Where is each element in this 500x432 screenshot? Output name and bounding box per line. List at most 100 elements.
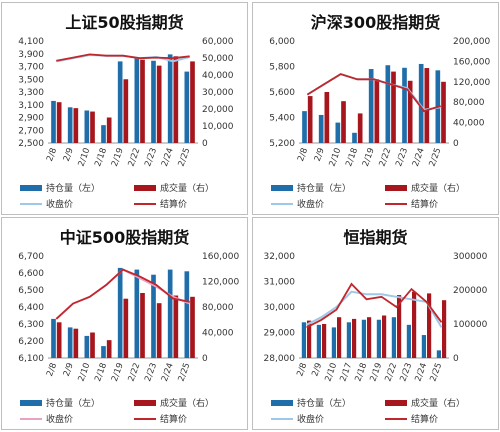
legend-swatch xyxy=(385,417,407,420)
left-tick-label: 30,000 xyxy=(264,303,296,313)
right-tick-label: 0 xyxy=(202,354,208,364)
bar-position xyxy=(368,69,374,143)
legend-swatch xyxy=(271,417,293,420)
bar-position xyxy=(331,327,336,358)
x-tick-label: 2/9 xyxy=(62,147,76,163)
bar-volume xyxy=(441,81,446,143)
bar-volume xyxy=(90,111,95,143)
bar-position xyxy=(101,346,106,358)
left-tick-label: 6,000 xyxy=(269,37,295,47)
line-settle xyxy=(56,53,190,62)
x-tick-label: 2/19 xyxy=(110,147,126,168)
right-tick-label: 20,000 xyxy=(202,105,234,115)
x-tick-label: 2/22 xyxy=(383,362,399,383)
line-settle xyxy=(55,268,190,320)
bar-position xyxy=(51,100,56,143)
x-tick-label: 2/10 xyxy=(328,147,344,168)
legend: 持仓量（左） 成交量（右） 收盘价 结算价 xyxy=(263,181,492,213)
x-tick-label: 2/23 xyxy=(143,147,159,168)
x-tick-label: 2/18 xyxy=(93,362,109,383)
legend-swatch xyxy=(20,184,42,191)
legend-label: 结算价 xyxy=(160,415,188,425)
legend-settle: 结算价 xyxy=(134,197,187,210)
bar-position xyxy=(67,107,73,143)
bar-position xyxy=(385,65,391,143)
chart-title: 中证500股指期货 xyxy=(59,228,190,247)
bar-position xyxy=(316,324,321,358)
bar-position xyxy=(84,110,90,143)
bar-position xyxy=(436,350,441,358)
bar-volume xyxy=(156,303,162,358)
legend-close: 收盘价 xyxy=(20,412,73,425)
bar-position xyxy=(302,111,307,143)
bar-volume xyxy=(324,92,330,143)
bar-volume xyxy=(391,71,396,143)
left-tick-label: 6,700 xyxy=(18,252,44,262)
left-tick-label: 6,500 xyxy=(18,286,44,296)
bar-position xyxy=(184,271,190,358)
bar-volume xyxy=(56,102,62,143)
bar-position xyxy=(167,54,173,144)
x-tick-label: 2/25 xyxy=(177,147,193,168)
left-tick-label: 3,300 xyxy=(18,88,44,98)
x-tick-label: 2/25 xyxy=(177,362,193,383)
x-tick-label: 2/17 xyxy=(338,362,354,383)
legend-volume: 成交量（右） xyxy=(134,396,214,409)
legend-swatch xyxy=(134,399,156,406)
x-tick-label: 2/19 xyxy=(361,147,377,168)
bar-volume xyxy=(73,328,79,358)
left-tick-label: 5,600 xyxy=(269,88,295,98)
x-tick-label: 2/24 xyxy=(160,147,176,168)
bar-position xyxy=(84,335,90,358)
bar-volume xyxy=(322,324,327,358)
legend: 持仓量（左） 成交量（右） 收盘价 结算价 xyxy=(12,396,241,428)
left-tick-label: 6,600 xyxy=(18,269,44,279)
right-tick-label: 30,000 xyxy=(202,88,234,98)
right-tick-label: 120,000 xyxy=(453,78,490,88)
x-tick-label: 2/8 xyxy=(296,147,310,163)
left-tick-label: 6,200 xyxy=(18,337,44,347)
bar-volume xyxy=(123,79,129,143)
left-tick-label: 3,900 xyxy=(18,50,44,60)
right-tick-label: 160,000 xyxy=(453,57,490,67)
bar-volume xyxy=(156,65,162,143)
bar-position xyxy=(402,67,407,143)
bar-volume xyxy=(407,80,413,143)
bar-volume xyxy=(412,291,417,358)
x-tick-label: 2/23 xyxy=(143,362,159,383)
x-tick-label: 2/8 xyxy=(45,147,59,163)
legend-swatch xyxy=(134,184,156,191)
chart-svg: 28,000 29,000 30,000 31,000 32,000 0 100000 200… xyxy=(264,252,488,383)
left-tick-label: 2,700 xyxy=(18,126,44,136)
x-tick-label: 2/18 xyxy=(93,147,109,168)
legend-position: 持仓量（左） xyxy=(271,396,351,409)
bar-volume xyxy=(190,296,195,358)
legend-label: 收盘价 xyxy=(297,415,325,425)
right-tick-label: 200,000 xyxy=(453,37,490,47)
chart-title: 上证50股指期货 xyxy=(65,13,184,32)
x-tick-label: 2/23 xyxy=(398,362,414,383)
x-tick-label: 2/22 xyxy=(127,362,143,383)
bar-volume xyxy=(190,61,195,143)
right-tick-label: 80,000 xyxy=(202,303,234,313)
x-tick-label: 2/18 xyxy=(353,362,369,383)
bar-volume xyxy=(140,292,145,358)
bar-volume xyxy=(90,332,95,358)
chart-svg: 5,200 5,400 5,600 5,800 6,000 0 40,000 80,000 12… xyxy=(269,37,490,168)
bar-position xyxy=(167,269,173,358)
left-tick-label: 3,700 xyxy=(18,63,44,73)
bar-position xyxy=(151,60,156,144)
bar-volume xyxy=(357,113,363,143)
left-tick-label: 4,100 xyxy=(18,37,44,47)
x-tick-label: 2/24 xyxy=(413,362,429,383)
x-tick-label: 2/9 xyxy=(310,362,324,378)
line-close xyxy=(306,290,443,328)
bar-volume xyxy=(352,318,357,358)
x-tick-label: 2/8 xyxy=(45,362,59,378)
legend-label: 成交量（右） xyxy=(160,184,215,194)
legend-label: 持仓量（左） xyxy=(46,399,101,409)
x-tick-label: 2/23 xyxy=(394,147,410,168)
bar-position xyxy=(117,267,123,358)
chart-title: 恒指期货 xyxy=(343,228,408,247)
x-tick-label: 2/9 xyxy=(62,362,76,378)
